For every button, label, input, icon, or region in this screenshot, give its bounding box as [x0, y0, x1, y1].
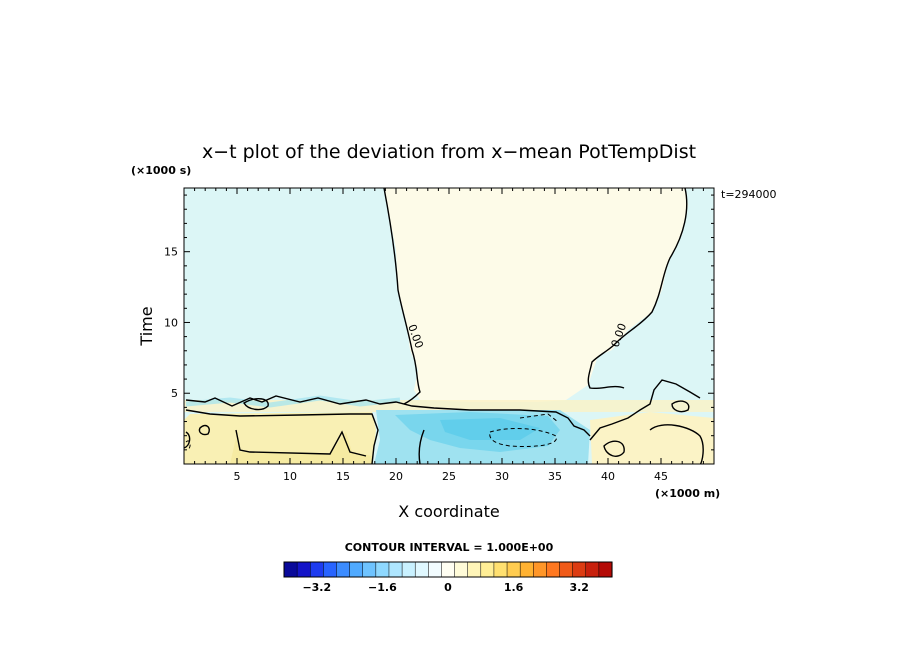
- colorbar-cell: [283, 561, 298, 578]
- colorbar-cell: [401, 561, 416, 578]
- y-tick-label: 5: [171, 387, 178, 400]
- positive-region-lower-right: [590, 412, 714, 464]
- colorbar-cell: [506, 561, 521, 578]
- colorbar-cell: [362, 561, 377, 578]
- contour-interval-label: CONTOUR INTERVAL = 1.000E+00: [345, 541, 554, 554]
- x-tick-label: 40: [601, 470, 615, 483]
- negative-contours: [185, 413, 559, 451]
- colorbar-cell: [349, 561, 364, 578]
- colorbar-tick-label: 3.2: [569, 581, 589, 594]
- x-tick-label: 30: [495, 470, 509, 483]
- x-tick-label: 15: [336, 470, 350, 483]
- colorbar-cell: [309, 561, 324, 578]
- colorbar-cell: [414, 561, 429, 578]
- colorbar-cell: [546, 561, 561, 578]
- colorbar-cell: [323, 561, 338, 578]
- y-axis-ticks: 5 10 15: [164, 194, 714, 451]
- x-tick-label: 20: [389, 470, 403, 483]
- colorbar-tick-label: −1.6: [368, 581, 397, 594]
- x-tick-label: 5: [234, 470, 241, 483]
- y-tick-label: 10: [164, 316, 178, 329]
- x-tick-label: 45: [654, 470, 668, 483]
- colorbar-cell: [480, 561, 495, 578]
- colorbar-cell: [428, 561, 442, 578]
- colorbar-cell: [585, 561, 600, 578]
- y-tick-label: 15: [164, 246, 178, 259]
- positive-region-upper: [384, 188, 688, 402]
- positive-band: [184, 400, 714, 412]
- positive-region-lower-left: [184, 412, 376, 464]
- negative-band-streaks: [185, 395, 401, 408]
- colorbar-cell: [467, 561, 482, 578]
- negative-region-lower-core: [440, 418, 540, 440]
- x-tick-label: 35: [548, 470, 562, 483]
- x-tick-label: 25: [442, 470, 456, 483]
- chart-title: x−t plot of the deviation from x−mean Po…: [202, 141, 696, 163]
- y-axis-label: Time: [137, 306, 156, 346]
- colorbar-tick-labels: −3.2 −1.6 0 1.6 3.2: [302, 581, 589, 594]
- x-axis-ticks: 5 10 15 20 25 30 35 40 45: [194, 188, 704, 483]
- zero-contours: [184, 188, 704, 464]
- plot-field: 0.00 0.00: [184, 188, 714, 464]
- colorbar-tick-label: 1.6: [504, 581, 524, 594]
- colorbar-cell: [598, 561, 613, 578]
- colorbar-cell: [296, 561, 311, 578]
- colorbar-cell: [493, 561, 508, 578]
- x-axis-unit: (×1000 m): [655, 487, 720, 500]
- colorbar-cell: [388, 561, 403, 578]
- time-stamp-label: t=294000: [721, 188, 777, 201]
- positive-region-lower-left-inner: [230, 432, 372, 464]
- colorbar: [283, 561, 613, 578]
- colorbar-cell: [519, 561, 534, 578]
- colorbar-cell: [441, 561, 456, 578]
- colorbar-cell: [454, 561, 469, 578]
- colorbar-frame: [283, 561, 613, 578]
- colorbar-cell: [559, 561, 574, 578]
- colorbar-cell: [336, 561, 351, 578]
- colorbar-tick-label: −3.2: [302, 581, 331, 594]
- colorbar-tick-label: 0: [444, 581, 452, 594]
- x-tick-label: 10: [283, 470, 297, 483]
- colorbar-cell: [533, 561, 547, 578]
- x-axis-label: X coordinate: [398, 502, 499, 521]
- colorbar-cell: [375, 561, 390, 578]
- colorbar-cell: [572, 561, 587, 578]
- y-axis-unit: (×1000 s): [131, 164, 191, 177]
